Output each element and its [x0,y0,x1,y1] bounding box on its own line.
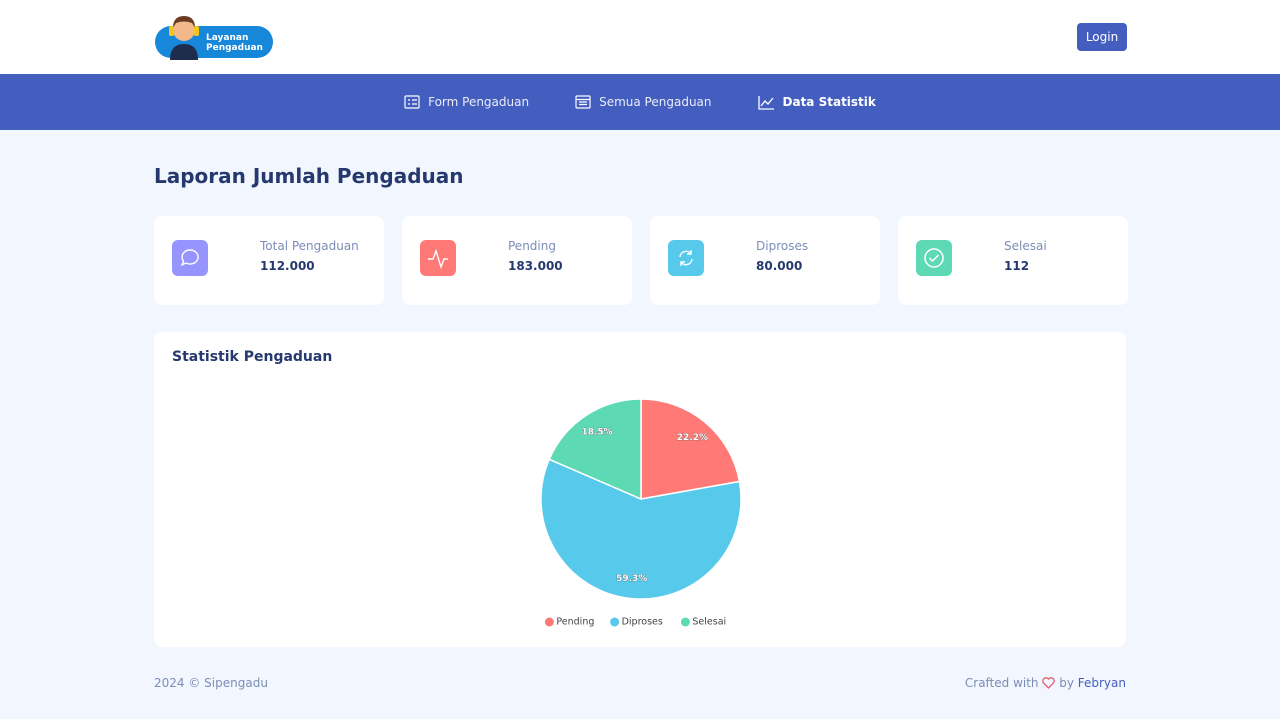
chart-card: Statistik Pengaduan 22.2% 59.3% 18.5% Pendi… [154,332,1126,647]
card-label: Selesai [1004,239,1047,253]
logo-text: Pengaduan [206,43,263,53]
logo[interactable]: Layanan Pengaduan [154,12,274,60]
card-label: Total Pengaduan [260,239,359,253]
copyright: 2024 © Sipengadu [154,676,268,690]
nav-item[interactable]: Form Pengaduan [404,95,529,109]
stat-card: Diproses 80.000 [650,216,880,305]
card-label: Pending [508,239,556,253]
pie-slice [548,398,642,501]
card-icon [420,240,456,276]
nav-icon [757,95,774,110]
stat-card: Selesai 112 [898,216,1128,305]
header: Layanan Pengaduan Login [0,0,1280,74]
card-value: 80.000 [756,259,803,273]
slice-label: 18.5% [581,428,612,438]
nav-bar: Form Pengaduan Semua Pengaduan Data Stat… [0,74,1280,130]
nav-icon [404,95,420,109]
slice-label: 22.2% [677,433,708,443]
chart-title: Statistik Pengaduan [172,349,333,365]
credit: Crafted with by Febryan [965,676,1126,690]
nav-label: Data Statistik [782,95,876,109]
pie-slice [540,458,742,600]
stat-card: Total Pengaduan 112.000 [154,216,384,305]
slice-label: 59.3% [616,574,647,584]
legend-label: Selesai [692,617,726,628]
logo-text: Layanan [206,33,249,43]
nav-label: Semua Pengaduan [599,95,712,109]
page-title: Laporan Jumlah Pengaduan [154,164,464,188]
card-icon [916,240,952,276]
stat-card: Pending 183.000 [402,216,632,305]
card-value: 183.000 [508,259,563,273]
card-value: 112.000 [260,259,315,273]
legend-marker [680,617,690,627]
nav-icon [575,95,591,109]
login-button[interactable]: Login [1077,23,1127,51]
card-value: 112 [1004,259,1030,273]
credit-text: Crafted with [964,676,1039,690]
logo-avatar [169,16,199,60]
legend-marker [610,617,620,627]
credit-text: by [1059,676,1074,690]
legend-label: Diproses [622,617,663,628]
legend-label: Pending [556,617,594,628]
card-icon [668,240,704,276]
stat-cards: Total Pengaduan 112.000 Pending 183.000 … [154,216,1128,305]
nav-item[interactable]: Data Statistik [757,95,876,110]
chart: 22.2% 59.3% 18.5% Pending Diproses Selesai [540,398,742,628]
card-label: Diproses [756,239,809,253]
pie-slice [640,398,741,500]
nav-label: Form Pengaduan [428,95,530,109]
footer: 2024 © Sipengadu Crafted with by Febryan [154,676,1126,690]
card-icon [172,240,208,276]
heart-icon [1042,677,1056,689]
nav-item[interactable]: Semua Pengaduan [575,95,712,109]
legend-marker [544,617,554,627]
author-link[interactable]: Febryan [1077,676,1126,690]
